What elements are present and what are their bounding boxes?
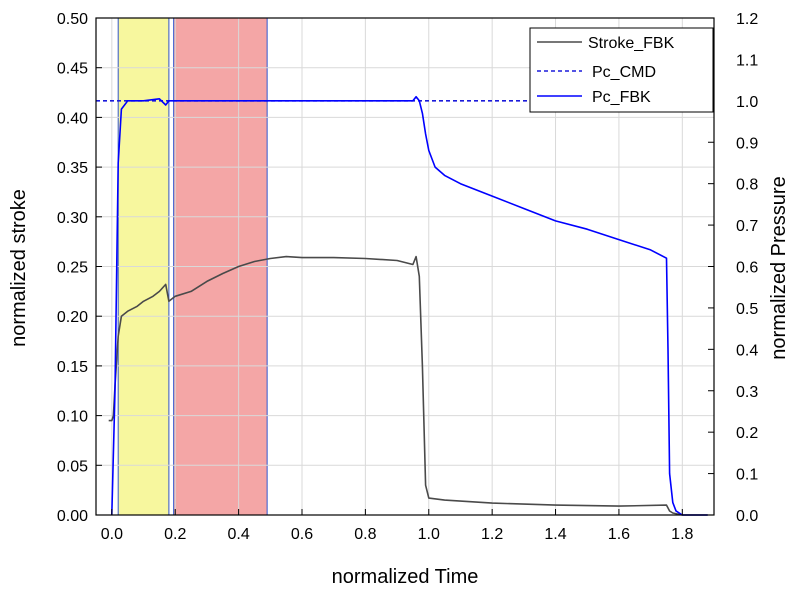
x-tick-label-3: 0.6 [291,526,313,543]
y-right-tick-label-12: 1.2 [736,11,758,28]
y-right-tick-label-9: 0.9 [736,135,758,152]
legend: Stroke_FBK Pc_CMD Pc_FBK [529,27,714,113]
y-right-axis-ticks: 0.0 0.1 0.2 0.3 0.4 0.5 0.6 0.7 0.8 0.9 1.0 1.1 1.2 [708,11,758,525]
y-right-tick-label-10: 1.0 [736,94,758,111]
legend-label-pc-cmd: Pc_CMD [592,64,656,81]
y-left-axis-title: normalized stroke [8,189,30,347]
y-right-tick-label-11: 1.1 [736,52,758,69]
y-right-tick-label-0: 0.0 [736,508,758,525]
x-tick-label-6: 1.2 [481,526,503,543]
y-left-tick-label-4: 0.20 [57,309,88,326]
y-left-tick-label-7: 0.35 [57,160,88,177]
x-tick-label-1: 0.2 [164,526,186,543]
series-line-stroke-fbk [108,255,708,516]
x-tick-label-7: 1.4 [544,526,566,543]
x-axis-ticks: 0.0 0.2 0.4 0.6 0.8 1.0 1.2 1.4 1.6 1.8 [101,509,694,543]
y-left-tick-label-9: 0.45 [57,61,88,78]
y-left-tick-label-10: 0.50 [57,11,88,28]
y-left-tick-label-8: 0.40 [57,110,88,127]
x-tick-label-4: 0.8 [354,526,376,543]
y-right-tick-label-5: 0.5 [736,301,758,318]
legend-label-pc-fbk: Pc_FBK [592,89,651,106]
y-right-tick-label-2: 0.2 [736,425,758,442]
y-right-tick-label-3: 0.3 [736,384,758,401]
y-left-tick-label-0: 0.00 [57,508,88,525]
x-tick-label-5: 1.0 [418,526,440,543]
y-left-tick-label-6: 0.30 [57,210,88,227]
series-line-pc-fbk [111,95,708,516]
x-tick-label-0: 0.0 [101,526,123,543]
y-right-tick-label-6: 0.6 [736,260,758,277]
y-left-tick-label-5: 0.25 [57,260,88,277]
x-tick-label-2: 0.4 [227,526,249,543]
y-right-tick-label-1: 0.1 [736,467,758,484]
x-tick-label-9: 1.8 [671,526,693,543]
y-left-tick-label-2: 0.10 [57,409,88,426]
y-right-tick-label-7: 0.7 [736,218,758,235]
legend-label-stroke-fbk: Stroke_FBK [588,35,675,52]
y-right-tick-label-4: 0.4 [736,342,758,359]
y-right-tick-label-8: 0.8 [736,177,758,194]
x-axis-title: normalized Time [332,566,479,588]
y-right-axis-title: normalized Pressure [768,176,790,359]
y-left-tick-label-1: 0.05 [57,458,88,475]
y-left-axis-ticks: 0.00 0.05 0.10 0.15 0.20 0.25 0.30 0.35 0.40 0.45… [57,11,102,525]
y-left-tick-label-3: 0.15 [57,359,88,376]
x-tick-label-8: 1.6 [608,526,630,543]
